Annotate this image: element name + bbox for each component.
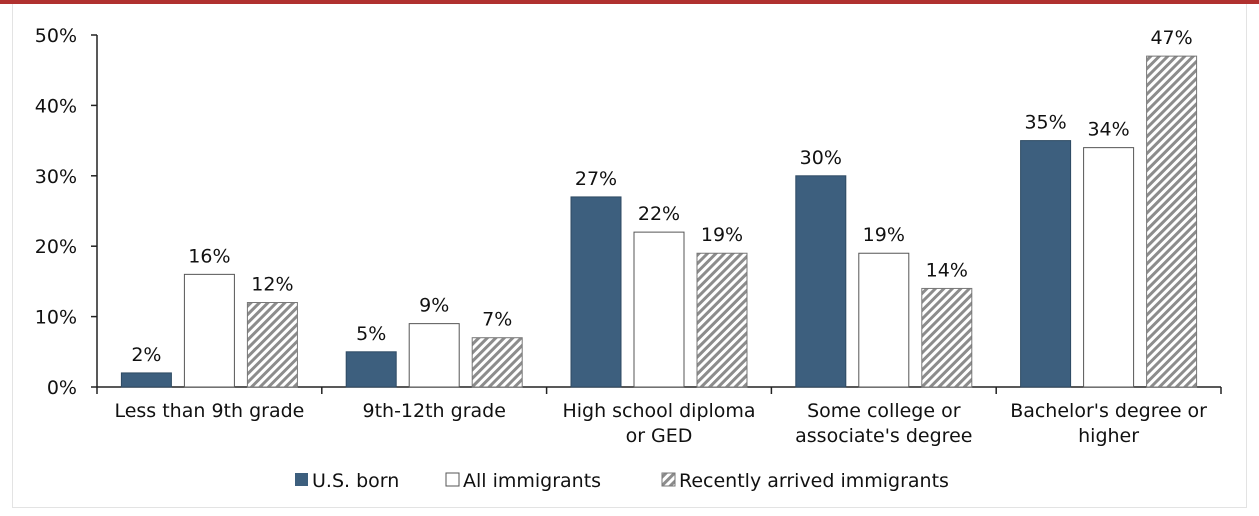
bar bbox=[633, 231, 685, 388]
category-label: Less than 9th grade bbox=[114, 400, 304, 422]
bar bbox=[183, 273, 235, 388]
bar bbox=[570, 196, 622, 388]
data-labels: 2% 5% 27% 30% 35% 16% 9% 22% 19% 34% 12% 7% 19% 14% 47… bbox=[131, 27, 1192, 366]
bar bbox=[921, 287, 973, 388]
data-label: 19% bbox=[863, 224, 905, 246]
data-label: 47% bbox=[1150, 27, 1192, 49]
bar bbox=[1020, 140, 1072, 388]
top-accent-line bbox=[0, 0, 1259, 4]
bar bbox=[696, 252, 748, 388]
y-tick-label: 40% bbox=[35, 95, 77, 117]
data-label: 16% bbox=[188, 245, 230, 267]
y-tick-label: 30% bbox=[35, 166, 77, 188]
bar bbox=[408, 323, 460, 388]
category-label: associate's degree bbox=[795, 425, 972, 447]
data-label: 14% bbox=[926, 259, 968, 281]
bar bbox=[120, 372, 172, 388]
data-label: 2% bbox=[131, 344, 161, 366]
bar bbox=[858, 252, 910, 388]
legend-label: Recently arrived immigrants bbox=[679, 470, 949, 492]
data-label: 9% bbox=[419, 295, 449, 317]
data-label: 30% bbox=[800, 147, 842, 169]
chart-border bbox=[12, 4, 1247, 508]
bar bbox=[246, 302, 298, 388]
data-label: 7% bbox=[482, 309, 512, 331]
data-label: 27% bbox=[575, 168, 617, 190]
bars bbox=[120, 55, 1198, 388]
legend-label: All immigrants bbox=[463, 470, 601, 492]
category-label: or GED bbox=[626, 425, 693, 447]
legend: U.S. born All immigrants Recently arrived … bbox=[295, 470, 949, 492]
bar bbox=[1083, 147, 1135, 388]
data-label: 34% bbox=[1087, 119, 1129, 141]
bar bbox=[345, 351, 397, 388]
legend-swatch bbox=[295, 473, 308, 486]
category-label: Bachelor's degree or bbox=[1010, 400, 1207, 422]
data-label: 35% bbox=[1024, 112, 1066, 134]
y-tick-label: 50% bbox=[35, 25, 77, 47]
category-label: High school diploma bbox=[562, 400, 755, 422]
legend-swatch bbox=[661, 472, 676, 487]
category-label: higher bbox=[1078, 425, 1139, 447]
data-label: 12% bbox=[251, 274, 293, 296]
legend-swatch bbox=[445, 472, 460, 487]
bar bbox=[1146, 55, 1198, 388]
category-labels: Less than 9th grade 9th-12th grade High sc… bbox=[114, 400, 1207, 447]
bar bbox=[471, 337, 523, 388]
data-label: 5% bbox=[356, 323, 386, 345]
data-label: 19% bbox=[701, 224, 743, 246]
category-label: Some college or bbox=[807, 400, 961, 422]
y-tick-label: 10% bbox=[35, 307, 77, 329]
y-tick-label: 0% bbox=[47, 377, 77, 399]
legend-label: U.S. born bbox=[312, 470, 399, 492]
axes: 0% 10% 20% 30% 40% 50% bbox=[35, 25, 1222, 399]
bar bbox=[795, 175, 847, 388]
data-label: 22% bbox=[638, 203, 680, 225]
category-label: 9th-12th grade bbox=[362, 400, 505, 422]
y-tick-label: 20% bbox=[35, 236, 77, 258]
